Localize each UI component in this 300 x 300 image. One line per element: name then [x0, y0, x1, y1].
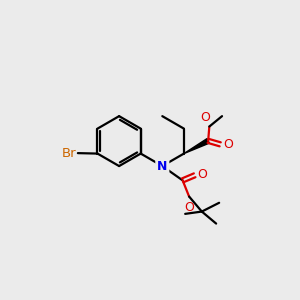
- Text: Br: Br: [61, 147, 76, 160]
- Text: O: O: [184, 201, 194, 214]
- Text: N: N: [157, 160, 167, 172]
- Text: O: O: [197, 168, 207, 181]
- Text: O: O: [200, 111, 210, 124]
- Polygon shape: [184, 139, 209, 154]
- Text: O: O: [223, 138, 233, 151]
